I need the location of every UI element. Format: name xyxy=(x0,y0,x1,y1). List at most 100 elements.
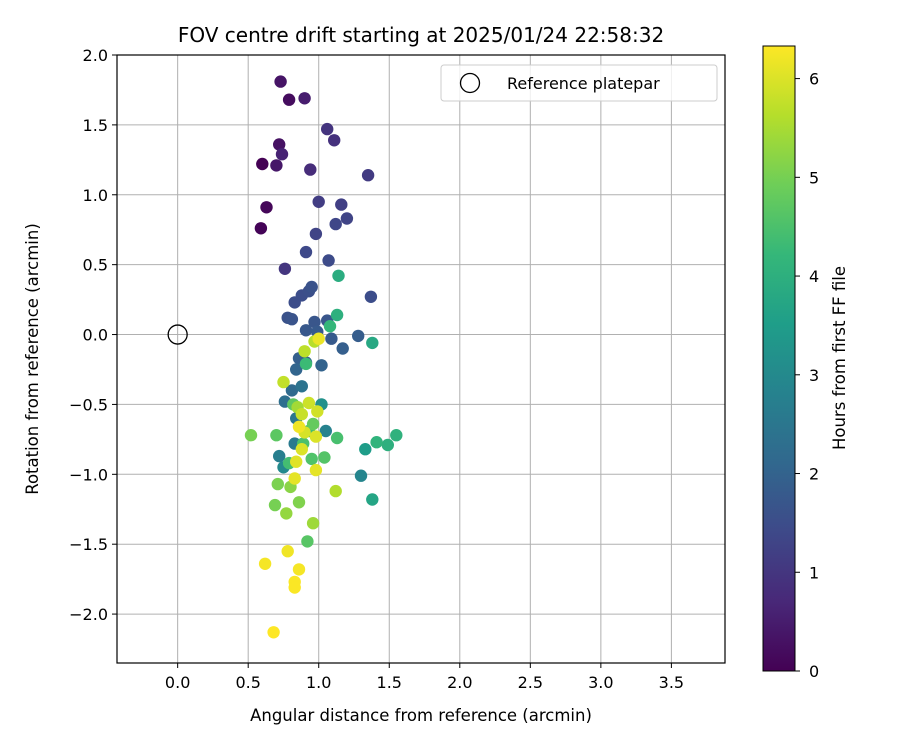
scatter-point xyxy=(305,452,318,466)
colorbar-tick-label: 3 xyxy=(809,366,819,385)
scatter-point xyxy=(270,429,283,442)
reference-platepar-marker xyxy=(167,324,188,345)
scatter-point xyxy=(311,405,324,418)
x-tick-label: 2.0 xyxy=(447,673,472,692)
scatter-point xyxy=(290,363,303,376)
scatter-point xyxy=(323,320,337,333)
scatter-point xyxy=(268,498,282,512)
x-tick-label: 1.5 xyxy=(377,673,402,692)
scatter-point xyxy=(312,195,325,208)
scatter-point xyxy=(354,469,368,482)
scatter-point xyxy=(304,163,317,176)
y-tick-label: 1.5 xyxy=(83,116,108,135)
x-tick-label: 1.0 xyxy=(306,673,331,692)
scatter-point xyxy=(315,359,328,372)
scatter-point xyxy=(364,290,378,303)
scatter-point xyxy=(285,384,299,397)
scatter-point xyxy=(288,581,301,594)
scatter-point xyxy=(309,463,323,477)
colorbar-ticks: 0 1 2 3 4 5 6 xyxy=(795,70,819,681)
scatter-point xyxy=(329,484,342,498)
scatter-point xyxy=(292,420,306,433)
colorbar-tick-label: 5 xyxy=(809,168,819,187)
grid-lines xyxy=(117,54,725,663)
x-axis-label: Angular distance from reference (arcmin) xyxy=(250,706,592,725)
plot-frame xyxy=(116,54,726,664)
scatter-point xyxy=(321,122,334,136)
scatter-point xyxy=(322,254,335,267)
scatter-point xyxy=(305,280,318,294)
colorbar-label: Hours from first FF file xyxy=(830,266,849,450)
scatter-point xyxy=(299,245,313,259)
scatter-point xyxy=(295,380,308,393)
scatter-point xyxy=(295,443,308,456)
scatter-point xyxy=(340,212,354,225)
scatter-point xyxy=(267,626,280,639)
scatter-point xyxy=(332,269,345,282)
scatter-point xyxy=(288,296,301,309)
y-tick-label: −1.5 xyxy=(69,535,108,554)
legend-entry-reference: Reference platepar xyxy=(507,74,660,93)
scatter-point xyxy=(352,329,365,343)
scatter-point xyxy=(292,496,306,509)
scatter-point xyxy=(319,424,332,438)
scatter-point xyxy=(359,443,372,456)
scatter-point xyxy=(292,563,306,576)
legend-reference-marker xyxy=(459,72,481,94)
scatter-point xyxy=(280,507,293,520)
x-tick-label: 3.5 xyxy=(659,673,684,692)
scatter-point xyxy=(278,262,292,275)
y-tick-label: 1.0 xyxy=(83,186,108,205)
scatter-point xyxy=(302,396,316,410)
scatter-point xyxy=(244,429,258,442)
y-tick-label: 2.0 xyxy=(83,46,108,65)
x-axis-ticks: 0.0 0.5 1.0 1.5 2.0 2.5 3.0 3.5 xyxy=(165,663,684,692)
x-tick-label: 0.0 xyxy=(165,673,190,692)
scatter-point xyxy=(308,315,321,329)
scatter-point xyxy=(299,324,313,337)
scatter-point xyxy=(361,169,375,182)
scatter-point xyxy=(312,332,325,345)
scatter-points xyxy=(244,75,403,639)
scatter-point xyxy=(325,332,338,345)
scatter-point xyxy=(330,308,344,322)
scatter-point xyxy=(330,431,344,445)
scatter-point xyxy=(273,138,286,151)
scatter-point xyxy=(366,493,379,506)
scatter-point xyxy=(298,92,311,105)
chart-title: FOV centre drift starting at 2025/01/24 … xyxy=(178,23,664,47)
y-tick-label: −0.5 xyxy=(69,395,108,414)
scatter-point xyxy=(282,93,296,106)
colorbar-tick-label: 2 xyxy=(809,465,819,484)
x-tick-label: 3.0 xyxy=(588,673,613,692)
scatter-point xyxy=(281,545,294,558)
scatter-point xyxy=(381,438,394,452)
colorbar-tick-label: 0 xyxy=(809,662,819,681)
colorbar-tick-label: 6 xyxy=(809,70,819,89)
scatter-point xyxy=(309,227,323,241)
scatter-point xyxy=(335,198,348,211)
x-tick-label: 0.5 xyxy=(235,673,260,692)
scatter-point xyxy=(298,345,311,358)
legend-box xyxy=(440,64,718,102)
scatter-point xyxy=(306,417,320,431)
scatter-point xyxy=(275,148,289,161)
scatter-point xyxy=(254,222,268,235)
scatter-point xyxy=(258,557,272,570)
y-axis-ticks: 2.0 1.5 1.0 0.5 0.0 −0.5 −1.0 −1.5 −2.0 xyxy=(69,46,117,624)
scatter-point xyxy=(309,430,323,443)
colorbar-gradient xyxy=(762,45,796,672)
legend: Reference platepar xyxy=(440,64,718,102)
scatter-point xyxy=(274,75,287,88)
scatter-point xyxy=(277,375,290,389)
y-tick-label: −2.0 xyxy=(69,605,108,624)
colorbar-tick-label: 4 xyxy=(809,267,819,286)
colorbar-tick-label: 1 xyxy=(809,563,819,582)
scatter-point xyxy=(256,157,269,171)
scatter-point xyxy=(270,159,283,172)
scatter-point xyxy=(260,201,273,214)
scatter-point xyxy=(273,449,286,463)
scatter-point xyxy=(366,336,379,350)
scatter-point xyxy=(301,535,314,548)
